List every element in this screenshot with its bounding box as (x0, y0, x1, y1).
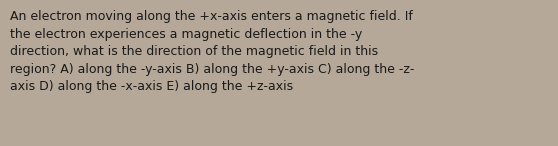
Text: An electron moving along the +x-axis enters a magnetic field. If
the electron ex: An electron moving along the +x-axis ent… (10, 10, 415, 93)
